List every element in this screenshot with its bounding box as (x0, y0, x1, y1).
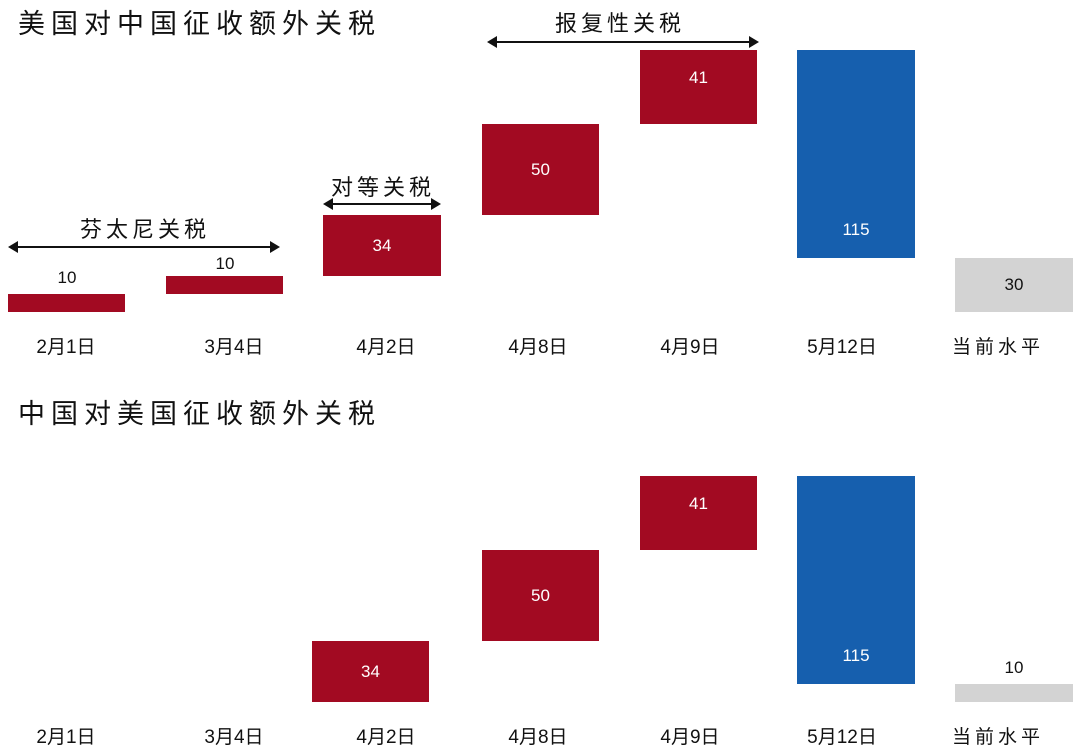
bar-value-label: 10 (215, 254, 235, 273)
bar-may12-total: 115 (797, 476, 915, 684)
x-axis-label: 4月8日 (508, 337, 568, 358)
bar-value-label: 115 (842, 646, 870, 665)
fentanyl-tariff-label: 芬太尼关税 (79, 218, 210, 243)
bar-value-label: 10 (1004, 658, 1024, 677)
x-axis-label: 2月1日 (36, 337, 96, 358)
retaliatory-span-arrow (487, 36, 759, 48)
bar-value-label: 115 (842, 220, 870, 239)
bar-feb1 (8, 294, 125, 312)
x-axis-label: 3月4日 (204, 337, 264, 358)
bottom-panel-title: 中国对美国征收额外关税 (18, 399, 381, 430)
bar-mar4 (166, 276, 283, 294)
top-panel-title: 美国对中国征收额外关税 (18, 9, 381, 40)
x-axis-label: 当前水平 (951, 726, 1044, 748)
x-axis-label: 5月12日 (807, 727, 877, 748)
x-axis-label: 4月2日 (356, 337, 416, 358)
reciprocal-tariff-label: 对等关税 (330, 176, 435, 201)
bar-value-label: 10 (57, 268, 77, 287)
reciprocal-span-arrow (323, 198, 441, 210)
retaliatory-tariff-label: 报复性关税 (554, 12, 685, 37)
fentanyl-span-arrow (8, 241, 280, 253)
x-axis-label: 4月2日 (356, 727, 416, 748)
x-axis-label: 4月8日 (508, 727, 568, 748)
x-axis-label: 4月9日 (660, 337, 720, 358)
bar-value-label: 50 (531, 585, 550, 605)
bar-apr9: 41 (640, 476, 757, 550)
bar-apr8: 50 (482, 550, 599, 641)
bar-value-label: 34 (361, 661, 380, 681)
bar-value-label: 34 (372, 235, 392, 255)
bar-apr2: 34 (323, 215, 441, 276)
bar-value-label: 30 (1004, 275, 1024, 294)
bar-current-level (955, 684, 1073, 702)
x-axis-label: 2月1日 (36, 727, 96, 748)
x-axis-label: 当前水平 (951, 336, 1044, 358)
bar-may12-total: 115 (797, 50, 915, 258)
bar-apr2: 34 (312, 641, 429, 702)
x-axis-label: 5月12日 (807, 337, 877, 358)
x-axis-label: 4月9日 (660, 727, 720, 748)
bar-apr9: 41 (640, 50, 757, 124)
bar-value-label: 41 (689, 68, 708, 87)
bar-value-label: 41 (689, 494, 708, 513)
bar-value-label: 50 (531, 159, 550, 179)
bar-current-level: 30 (955, 258, 1073, 312)
x-axis-label: 3月4日 (204, 727, 264, 748)
bar-apr8: 50 (482, 124, 599, 215)
